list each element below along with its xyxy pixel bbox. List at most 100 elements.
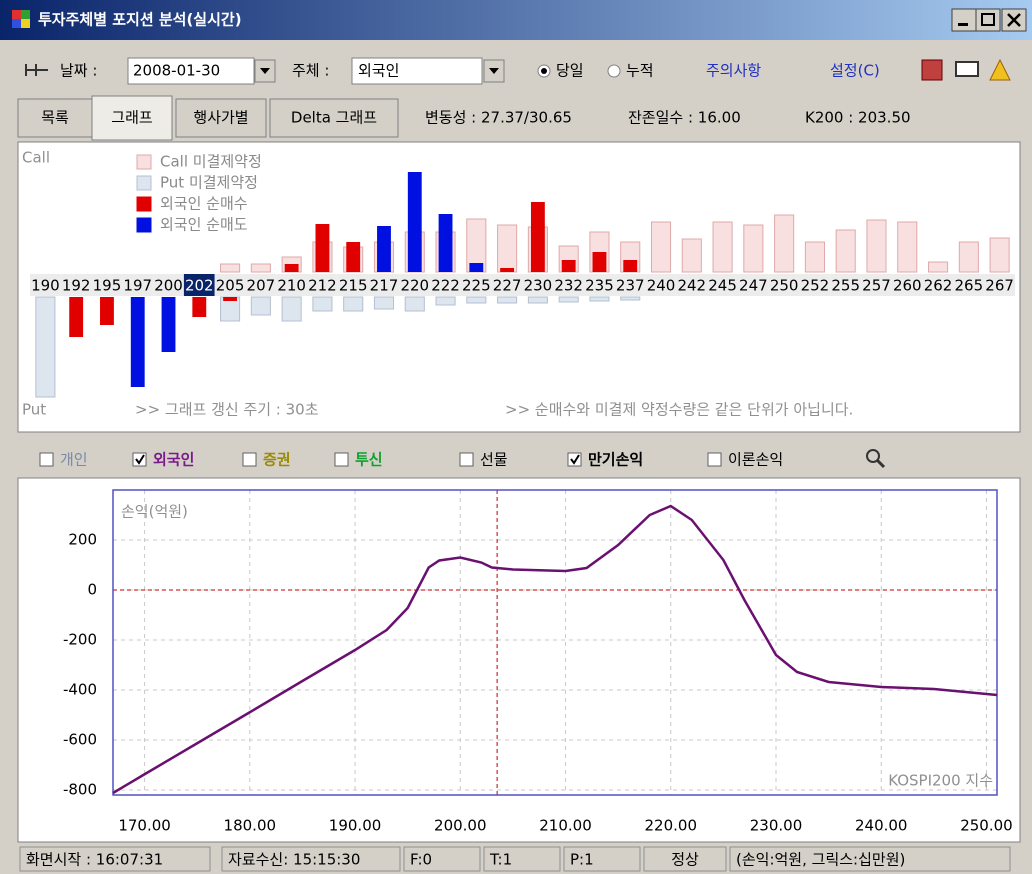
put-oi-bar [373,296,395,310]
put-oi-bar [589,296,610,302]
checkbox[interactable] [459,452,474,467]
radio-dot [541,68,547,74]
net-bar [130,297,145,387]
status-cell [403,846,481,872]
status-text: 화면시작 : 16:07:31 [26,851,163,869]
strike-label-bg [337,274,369,296]
checkbox-label[interactable]: 외국인 [153,451,194,469]
y-tick-label: 200 [68,531,97,549]
strike-label-bg [368,274,400,296]
tab[interactable] [269,98,399,138]
checkbox-label[interactable]: 투신 [355,451,383,469]
tab[interactable] [17,98,93,138]
strike-label-bg [614,274,646,296]
y-axis-title: 손익(억원) [121,503,188,521]
window-buttons[interactable] [951,8,1027,32]
call-oi-bar [897,221,918,273]
x-tick-label: 210.00 [539,817,592,835]
help-icon[interactable] [989,58,1011,81]
strike-label: 210 [277,277,306,295]
strike-label: 237 [616,277,645,295]
checkbox-label[interactable]: 증권 [263,451,291,469]
call-oi-bar [681,238,702,273]
status-cell [729,846,1011,872]
print-icon[interactable] [955,61,979,77]
checkbox-label[interactable]: 만기손익 [588,451,643,469]
checkbox-label[interactable]: 개인 [60,451,88,469]
strike-label: 252 [801,277,830,295]
icon [489,68,499,74]
checkbox[interactable] [334,452,349,467]
status-cell [643,846,727,872]
call-oi-bar [989,237,1010,273]
strike-label: 235 [585,277,614,295]
strike-label: 227 [493,277,522,295]
checkbox-label[interactable]: 선물 [480,451,508,469]
strike-label-bg [830,274,862,296]
subject-select[interactable] [351,57,483,85]
checkbox[interactable] [242,452,257,467]
call-oi-bar [774,214,795,273]
minimize-button[interactable] [951,8,977,32]
icon [958,23,968,26]
call-oi-bar [712,221,733,273]
strike-label: 192 [62,277,91,295]
call-oi-bar [804,241,825,273]
put-oi-bar [435,296,456,306]
maximize-button[interactable] [975,8,1001,32]
x-tick-label: 170.00 [118,817,171,835]
strike-label-bg [491,274,523,296]
call-oi-bar [220,263,241,273]
strike-label: 260 [893,277,922,295]
tab-label: 행사가별 [193,109,248,127]
tab-bar: 목록 그래프 행사가별 Delta 그래프 [17,95,399,141]
strike-label: 200 [154,277,183,295]
checkbox[interactable] [707,452,722,467]
strike-label-bg [153,274,184,296]
strike-label: 195 [93,277,122,295]
status-text: T:1 [489,851,512,869]
subject-value: 외국인 [358,62,399,80]
checkbox[interactable] [39,452,54,467]
net-bar [192,297,207,317]
date-value: 2008-01-30 [133,62,220,80]
call-oi-bar [497,224,518,273]
net-bar [530,202,545,272]
tab[interactable] [91,95,173,141]
strike-label: 197 [123,277,152,295]
annotation: >> 그래프 갱신 주기 : 30초 [135,401,319,419]
radio-label: 누적 [626,62,654,80]
date-select[interactable] [127,57,255,85]
zoom-icon[interactable] [866,449,886,469]
x-axis-title: KOSPI200 지수 [888,772,993,790]
strike-label: 205 [216,277,245,295]
x-tick-label: 240.00 [855,817,908,835]
strike-label-bg [399,274,431,296]
put-oi-bar [620,296,641,301]
status-cell [483,846,561,872]
put-label: Put [22,401,46,419]
info-volatility: 변동성 : 27.37/30.65 [425,109,572,127]
notice-link[interactable]: 주의사항 [706,62,761,80]
strike-label: 265 [955,277,984,295]
put-oi-bar [558,296,579,303]
date-icon [25,64,48,76]
status-text: P:1 [570,851,594,869]
check-mark [570,454,580,465]
net-bar [438,214,453,272]
strike-label-bg [922,274,954,296]
checkbox-label[interactable]: 이론손익 [728,451,783,469]
call-oi-bar [928,261,949,273]
toolbar-icons[interactable] [921,58,1011,81]
strike-label: 262 [924,277,953,295]
strike-label-bg [799,274,831,296]
icon [981,13,995,26]
call-oi-bar [650,221,672,273]
annotation: >> 순매수와 미결제 약정수량은 같은 단위가 아닙니다. [505,401,853,419]
settings-link[interactable]: 설정(C) [830,62,880,80]
strike-label: 267 [985,277,1014,295]
export-icon[interactable] [921,59,943,81]
call-oi-bar [835,229,856,273]
tab[interactable] [175,98,267,138]
radio[interactable] [607,64,621,78]
